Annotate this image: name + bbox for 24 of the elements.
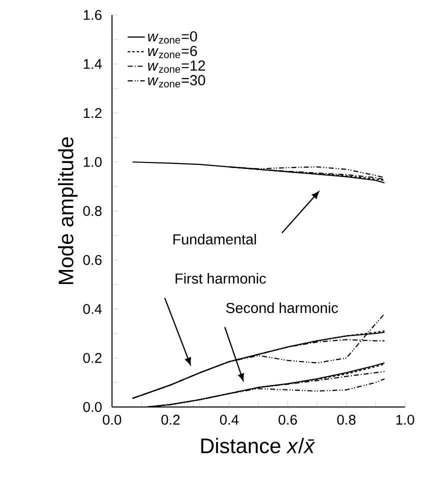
x-tick-label: 0.8 [337,414,356,425]
legend-label: w$_{zone}$=30 [148,75,206,88]
y-tick-label: 1.4 [84,59,102,69]
y-tick-label: 0.0 [83,402,102,412]
legend-label: w$_{zone}$=12 [148,60,205,73]
annotation: Fundamental [173,234,256,244]
x-axis-title: Distance x/x̄ [201,438,316,454]
y-tick-label: 0.6 [83,255,102,265]
x-tick-label: 0.0 [102,414,122,425]
y-tick-label: 0.4 [83,304,102,314]
y-tick-label: 1.2 [84,108,102,118]
x-tick-label: 0.6 [278,414,297,425]
legend-label: w$_{zone}$=6 [148,46,197,58]
legend-label: w$_{zone}$=0 [148,31,198,44]
y-tick-label: 1.0 [84,157,102,167]
annotation: Second harmonic [226,302,338,314]
y-tick-label: 1.6 [84,10,102,20]
y-tick-label: 0.2 [83,353,102,363]
x-tick-label: 0.4 [220,414,239,425]
y-tick-label: 0.8 [83,206,102,216]
annotation: First harmonic [176,273,266,284]
y-axis-title: Mode amplitude [58,137,78,284]
x-tick-label: 0.2 [161,414,180,425]
x-tick-label: 1.0 [396,414,414,425]
